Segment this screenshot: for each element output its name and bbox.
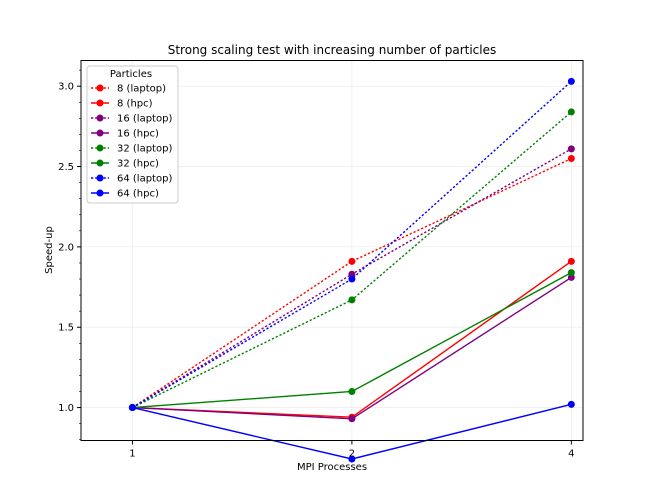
legend-label: 16 (hpc) (117, 129, 159, 140)
legend-item: 16 (hpc) (91, 129, 159, 140)
legend-marker (96, 99, 104, 107)
legend-label: 32 (hpc) (117, 159, 159, 170)
series-layer (128, 77, 575, 463)
y-tick-label: 2.5 (58, 162, 74, 173)
series-line (132, 80, 572, 409)
y-axis: 1.0 1.5 2.0 2.5 3.0 (58, 69, 81, 440)
y-tick-label: 2.0 (58, 242, 74, 253)
y-tick-label: 1.0 (58, 403, 74, 414)
legend: Particles 8 (laptop) 8 (hpc) 16 (laptop) 16… (86, 65, 179, 204)
legend-marker (96, 129, 104, 137)
series-line (132, 157, 572, 409)
data-point (348, 387, 356, 395)
x-axis-label: MPI Processes (297, 462, 367, 473)
data-point (567, 400, 575, 408)
legend-item: 32 (laptop) (91, 144, 172, 155)
y-tick-label: 3.0 (58, 82, 74, 93)
x-tick-label: 1 (129, 449, 135, 460)
legend-marker (96, 159, 104, 167)
legend-label: 8 (hpc) (117, 99, 153, 110)
data-point (567, 145, 575, 153)
chart-title: Strong scaling test with increasing numb… (168, 43, 497, 57)
legend-label: 64 (laptop) (117, 174, 172, 185)
data-point (567, 155, 575, 163)
x-axis: 1 2 4 (129, 440, 575, 460)
data-point (128, 404, 136, 412)
plot-frame (80, 60, 584, 441)
legend-item: 32 (hpc) (91, 159, 159, 170)
legend-item: 16 (laptop) (91, 114, 172, 125)
legend-label: 16 (laptop) (117, 114, 172, 125)
data-point (567, 269, 575, 277)
legend-marker (96, 144, 104, 152)
series (128, 400, 575, 463)
data-point (348, 257, 356, 265)
x-tick-label: 2 (349, 449, 355, 460)
legend-item: 64 (laptop) (91, 174, 172, 185)
legend-item: 8 (hpc) (91, 99, 153, 110)
legend-item: 8 (laptop) (91, 84, 166, 95)
legend-box (86, 65, 179, 204)
legend-marker (96, 114, 104, 122)
y-tick-label: 1.5 (58, 323, 74, 334)
legend-item: 64 (hpc) (91, 189, 159, 200)
data-point (567, 77, 575, 85)
data-point (348, 296, 356, 304)
data-point (348, 275, 356, 283)
legend-label: 32 (laptop) (117, 144, 172, 155)
data-point (348, 415, 356, 423)
data-point (348, 270, 356, 278)
data-point (348, 455, 356, 463)
legend-label: 8 (laptop) (117, 84, 166, 95)
legend-marker (96, 189, 104, 197)
legend-label: 64 (hpc) (117, 189, 159, 200)
x-tick-label: 4 (568, 449, 574, 460)
data-point (567, 273, 575, 281)
legend-title: Particles (110, 69, 152, 80)
data-point (567, 257, 575, 265)
data-point (567, 108, 575, 116)
y-axis-label: Speed-up (44, 226, 55, 274)
legend-marker (96, 84, 104, 92)
legend-marker (96, 174, 104, 182)
